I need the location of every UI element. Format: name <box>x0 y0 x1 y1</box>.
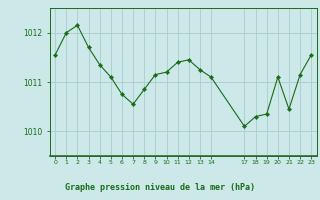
Text: Graphe pression niveau de la mer (hPa): Graphe pression niveau de la mer (hPa) <box>65 184 255 192</box>
